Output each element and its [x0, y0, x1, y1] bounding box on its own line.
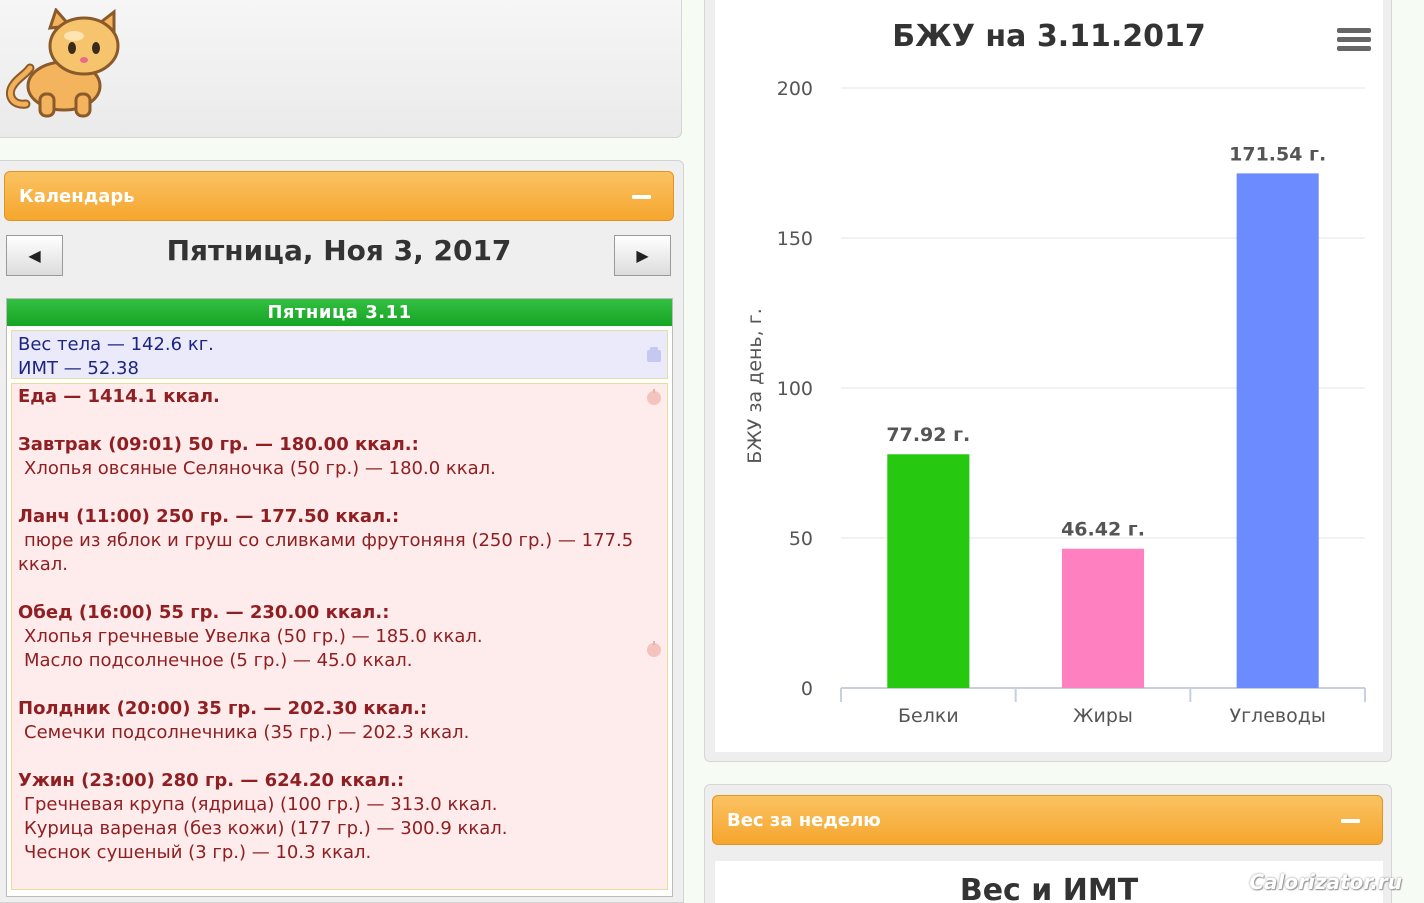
food-box: Еда — 1414.1 ккал. Завтрак (09:01) 50 гр… — [11, 383, 668, 890]
collapse-icon[interactable] — [1341, 819, 1360, 823]
x-tick-label: Углеводы — [1229, 705, 1325, 727]
arrow-left-icon: ◀ — [28, 246, 41, 265]
weight-box: Вес тела — 142.6 кг. ИМТ — 52.38 — [11, 330, 668, 379]
meal-block: Ужин (23:00) 280 гр. — 624.20 ккал.: Гре… — [18, 769, 661, 865]
food-total: Еда — 1414.1 ккал. — [18, 386, 220, 407]
x-tick-label: Белки — [898, 705, 959, 727]
day-diary: Пятница 3.11 Вес тела — 142.6 кг. ИМТ — … — [6, 298, 673, 897]
day-header: Пятница 3.11 — [7, 299, 672, 326]
weight-line: Вес тела — 142.6 кг. — [18, 334, 214, 355]
meal-item: Гречневая крупа (ядрица) (100 гр.) — 313… — [24, 794, 498, 815]
cat-logo-icon — [6, 8, 120, 118]
weekly-header[interactable]: Вес за неделю — [712, 795, 1383, 845]
meal-item: Курица вареная (без кожи) (177 гр.) — 30… — [24, 818, 508, 839]
meal-item: Семечки подсолнечника (35 гр.) — 202.3 к… — [24, 722, 470, 743]
bju-chart: БЖУ на 3.11.2017 БЖУ за день, г. 0 50 100 1… — [744, 19, 1366, 727]
bmi-line: ИМТ — 52.38 — [18, 358, 139, 379]
meal-title: Полдник (20:00) 35 гр. — 202.30 ккал.: — [18, 698, 428, 719]
logo-panel — [0, 0, 682, 138]
watermark: Calorizator.ru — [1249, 870, 1402, 894]
meal-title: Ланч (11:00) 250 гр. — 177.50 ккал.: — [18, 506, 400, 527]
y-axis-label: БЖУ за день, г. — [744, 308, 766, 463]
meal-block: Полдник (20:00) 35 гр. — 202.30 ккал.: С… — [18, 697, 661, 745]
bar[interactable] — [1061, 548, 1145, 688]
data-label: 171.54 г. — [1229, 143, 1326, 165]
weekly-chart-title: Вес и ИМТ — [959, 873, 1139, 903]
weekly-header-label: Вес за неделю — [727, 809, 881, 831]
date-title: Пятница, Ноя 3, 2017 — [166, 234, 512, 267]
meal-item: пюре из яблок и груш со сливками фрутоня… — [24, 530, 634, 551]
meal-item: Чеснок сушеный (3 гр.) — 10.3 ккал. — [24, 842, 372, 863]
x-tick-label: Жиры — [1073, 705, 1133, 727]
chart-card: БЖУ на 3.11.2017 БЖУ за день, г. 0 50 100 1… — [715, 0, 1383, 752]
apple-icon[interactable] — [645, 640, 663, 658]
next-day-button[interactable]: ▶ — [614, 235, 671, 276]
meal-item: Хлопья овсяные Селяночка (50 гр.) — 180.… — [24, 458, 496, 479]
y-tick-label: 150 — [777, 228, 813, 250]
arrow-right-icon: ▶ — [636, 246, 649, 265]
bar[interactable] — [1236, 173, 1319, 688]
y-tick-label: 200 — [777, 78, 813, 100]
chart-panel: БЖУ на 3.11.2017 БЖУ за день, г. 0 50 100 1… — [704, 0, 1392, 762]
bar[interactable] — [887, 454, 970, 688]
meal-block: Обед (16:00) 55 гр. — 230.00 ккал.: Хлоп… — [18, 601, 661, 673]
meal-title: Обед (16:00) 55 гр. — 230.00 ккал.: — [18, 602, 390, 623]
meal-item-continuation: ккал. — [18, 554, 69, 575]
calendar-header-label: Календарь — [19, 185, 135, 207]
meal-block: Ланч (11:00) 250 гр. — 177.50 ккал.: пюр… — [18, 505, 661, 577]
y-tick-label: 100 — [777, 378, 813, 400]
chart-menu-icon[interactable] — [1337, 28, 1371, 56]
scale-icon[interactable] — [645, 346, 663, 364]
prev-day-button[interactable]: ◀ — [6, 235, 63, 276]
chart-title: БЖУ на 3.11.2017 — [892, 19, 1206, 54]
meal-block: Завтрак (09:01) 50 гр. — 180.00 ккал.: Х… — [18, 433, 661, 481]
meal-title: Завтрак (09:01) 50 гр. — 180.00 ккал.: — [18, 434, 419, 455]
meal-item: Масло подсолнечное (5 гр.) — 45.0 ккал. — [24, 650, 413, 671]
page-margin — [1392, 0, 1424, 903]
y-tick-label: 0 — [801, 678, 813, 700]
weekly-chart-card: Вес и ИМТ — [715, 861, 1383, 903]
meal-item: Хлопья гречневые Увелка (50 гр.) — 185.0… — [24, 626, 483, 647]
calendar-header[interactable]: Календарь — [4, 171, 674, 221]
data-label: 46.42 г. — [1061, 519, 1145, 541]
apple-icon[interactable] — [645, 388, 663, 406]
meal-title: Ужин (23:00) 280 гр. — 624.20 ккал.: — [18, 770, 405, 791]
collapse-icon[interactable] — [632, 195, 651, 199]
data-label: 77.92 г. — [886, 424, 970, 446]
y-tick-label: 50 — [789, 528, 813, 550]
